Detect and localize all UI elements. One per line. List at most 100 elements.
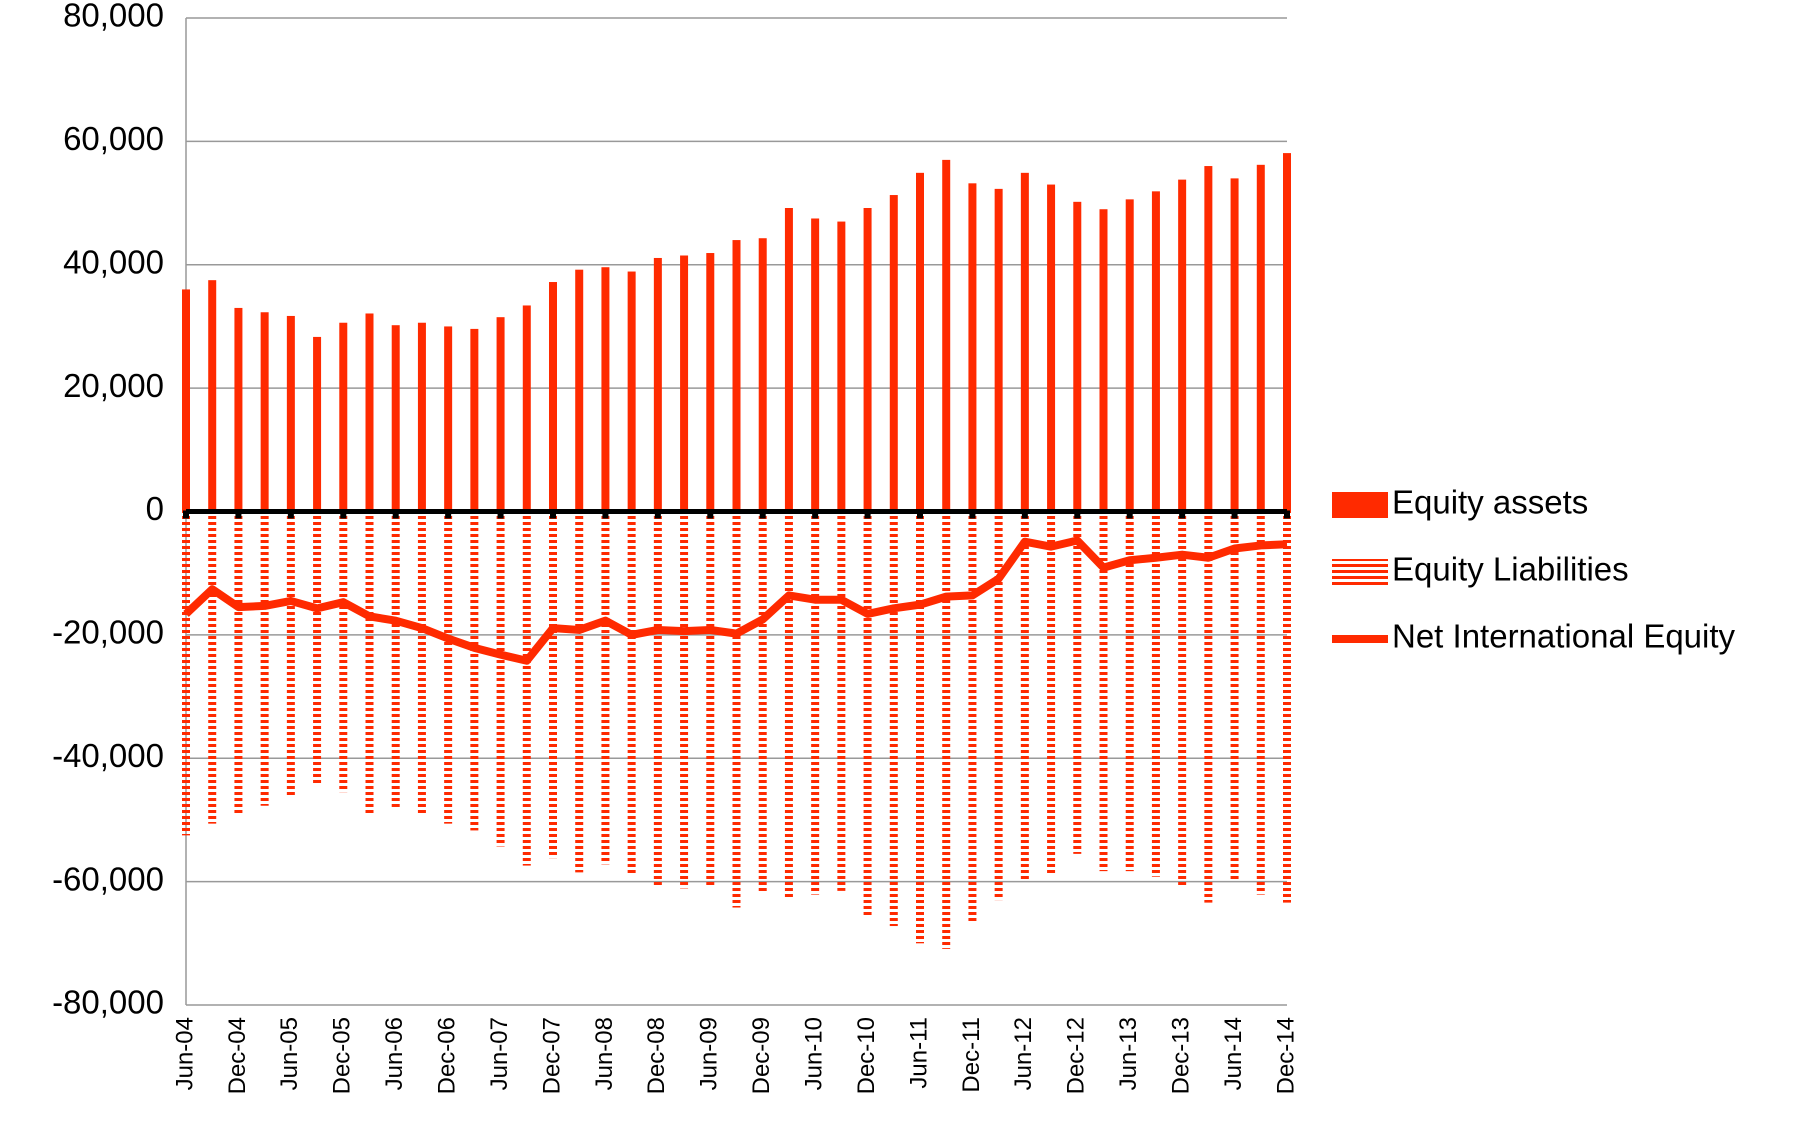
bar — [1204, 511, 1213, 903]
bar — [182, 511, 190, 836]
category-tick — [497, 510, 504, 519]
bar — [286, 511, 295, 798]
y-tick-label: 60,000 — [63, 120, 164, 157]
category-tick — [759, 510, 766, 519]
x-tick-group: Dec-11 — [958, 1017, 985, 1093]
bar — [391, 325, 400, 512]
bar — [313, 511, 322, 787]
bar — [391, 511, 400, 807]
bar — [1125, 511, 1134, 872]
bar — [968, 183, 977, 512]
x-tick-label: Jun-10 — [800, 1017, 827, 1090]
bar — [1230, 178, 1239, 512]
bar — [994, 188, 1003, 512]
bar — [889, 195, 898, 512]
bar — [286, 315, 295, 512]
category-tick — [1074, 510, 1081, 519]
x-tick-label: Jun-13 — [1115, 1017, 1142, 1090]
x-tick-label: Dec-06 — [433, 1017, 460, 1094]
category-tick — [654, 510, 661, 519]
bar — [549, 511, 557, 859]
x-tick-label: Dec-08 — [643, 1017, 670, 1094]
y-tick-label: -20,000 — [52, 614, 164, 651]
category-tick — [235, 510, 242, 519]
bar — [942, 511, 951, 949]
bar — [260, 312, 269, 512]
x-tick-group: Jun-12 — [1010, 1017, 1037, 1090]
x-tick-group: Jun-04 — [171, 1017, 198, 1090]
x-tick-group: Jun-07 — [486, 1017, 513, 1090]
legend-swatch — [1332, 559, 1388, 585]
bar — [994, 511, 1003, 901]
bar — [1256, 511, 1265, 895]
x-tick-label: Dec-11 — [958, 1017, 985, 1093]
bar — [916, 172, 924, 512]
bar — [784, 207, 793, 512]
x-tick-label: Dec-13 — [1167, 1017, 1194, 1094]
x-tick-group: Dec-07 — [538, 1017, 565, 1094]
bar — [549, 282, 557, 512]
bar — [575, 511, 584, 873]
y-tick-label: 20,000 — [63, 367, 164, 404]
bar — [863, 207, 872, 512]
x-tick-label: Jun-11 — [905, 1017, 932, 1089]
x-tick-group: Jun-14 — [1220, 1017, 1247, 1090]
x-tick-group: Jun-05 — [276, 1017, 303, 1090]
x-tick-label: Jun-14 — [1220, 1017, 1247, 1090]
bar — [784, 511, 793, 899]
category-tick — [392, 510, 399, 519]
bar — [1256, 164, 1265, 512]
bar — [1151, 191, 1160, 512]
x-tick-group: Jun-09 — [696, 1017, 723, 1090]
x-tick-label: Dec-07 — [538, 1017, 565, 1094]
category-tick — [969, 510, 976, 519]
bar — [758, 511, 767, 894]
x-tick-label: Dec-09 — [748, 1017, 775, 1094]
bar — [575, 269, 584, 512]
bar — [653, 511, 662, 886]
bar — [470, 511, 479, 831]
y-tick-label: -40,000 — [52, 737, 164, 774]
x-tick-label: Jun-06 — [381, 1017, 408, 1090]
bar — [234, 511, 243, 814]
bar — [1020, 511, 1029, 880]
bar — [417, 322, 426, 512]
category-tick — [183, 510, 189, 519]
category-tick — [917, 510, 923, 519]
legend-label: Net International Equity — [1392, 618, 1736, 655]
x-tick-label: Dec-12 — [1063, 1017, 1090, 1094]
bar — [627, 271, 636, 512]
bar — [601, 267, 610, 512]
bar — [1099, 511, 1108, 872]
bar — [601, 511, 610, 865]
bar — [758, 238, 767, 512]
bar — [365, 511, 374, 816]
bar — [1283, 153, 1291, 512]
bar — [968, 511, 977, 924]
legend-swatch — [1332, 492, 1388, 518]
x-tick-group: Dec-04 — [224, 1017, 251, 1094]
y-tick-label: 40,000 — [63, 243, 164, 280]
bar — [208, 280, 217, 512]
category-tick — [707, 510, 714, 519]
bar — [1204, 166, 1213, 512]
bar — [522, 305, 531, 512]
y-tick-label: -80,000 — [52, 984, 164, 1021]
legend-label: Equity Liabilities — [1392, 551, 1629, 588]
bar — [1047, 184, 1056, 512]
x-tick-group: Dec-10 — [853, 1017, 880, 1094]
bar — [863, 511, 872, 918]
x-tick-group: Dec-05 — [329, 1017, 356, 1094]
category-tick — [602, 510, 609, 519]
bar — [889, 511, 898, 927]
x-tick-group: Dec-13 — [1167, 1017, 1194, 1094]
bar — [706, 511, 715, 888]
bar — [1073, 201, 1082, 512]
x-tick-label: Dec-10 — [853, 1017, 880, 1094]
bar — [313, 336, 322, 512]
bar — [916, 511, 924, 944]
bar — [1283, 511, 1291, 903]
x-tick-group: Jun-06 — [381, 1017, 408, 1090]
x-tick-group: Dec-06 — [433, 1017, 460, 1094]
